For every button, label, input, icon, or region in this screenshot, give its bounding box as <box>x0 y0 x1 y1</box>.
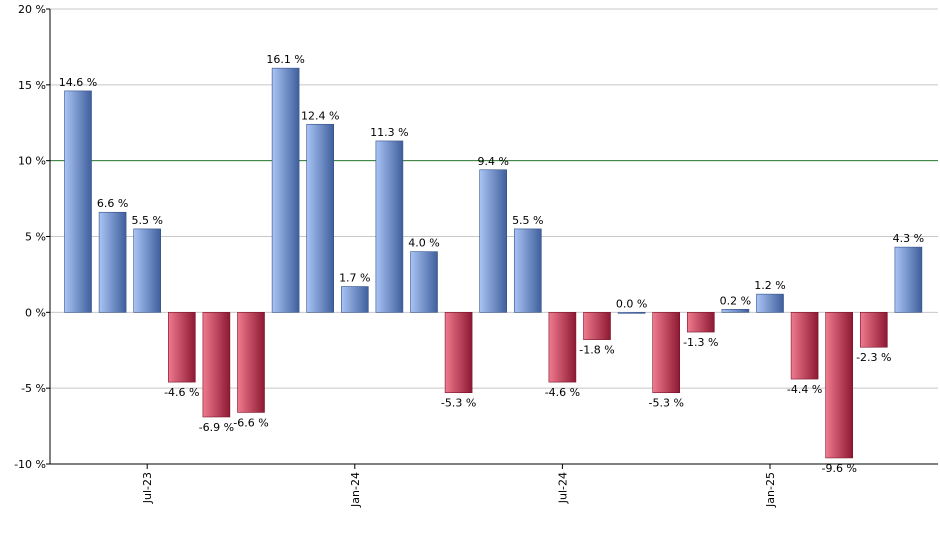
data-label: -6.9 % <box>199 421 234 434</box>
bar <box>306 123 335 313</box>
y-tick-label: -10 % <box>14 458 46 471</box>
data-label: 16.1 % <box>266 53 304 66</box>
y-tick-label: -5 % <box>21 382 46 395</box>
data-label: -4.6 % <box>545 386 580 399</box>
bar <box>790 312 819 380</box>
bar <box>64 90 92 313</box>
bar <box>721 308 750 313</box>
bar <box>756 293 784 313</box>
data-label: -2.3 % <box>856 351 891 364</box>
data-label: 0.0 % <box>616 297 647 310</box>
data-labels: 14.6 %6.6 %5.5 %-4.6 %-6.9 % -6.6 %16.1 %… <box>59 53 924 475</box>
data-label: 11.3 % <box>370 126 408 139</box>
data-label: -1.3 % <box>683 336 718 349</box>
y-tick-label: 5 % <box>25 231 46 244</box>
bar <box>237 312 265 413</box>
data-label: -4.6 % <box>164 386 199 399</box>
data-label: 5.5 % <box>512 214 543 227</box>
bar <box>548 312 577 383</box>
bar <box>168 312 196 383</box>
data-label: 14.6 % <box>59 76 97 89</box>
bar <box>479 169 508 313</box>
bar <box>894 246 923 313</box>
x-tick-label: Jul-24 <box>556 472 569 504</box>
data-label: 9.4 % <box>477 155 508 168</box>
data-label: 0.2 % <box>720 294 751 307</box>
data-label: -9.6 % <box>821 462 856 475</box>
bar <box>686 312 715 333</box>
data-label: -1.8 % <box>579 344 614 357</box>
bars <box>64 67 923 459</box>
y-tick-label: 20 % <box>18 3 46 16</box>
bar <box>98 211 127 313</box>
data-label: 12.4 % <box>301 109 339 122</box>
x-tick-label: Jan-25 <box>764 472 777 508</box>
data-label: -4.4 % <box>787 383 822 396</box>
data-label: 1.2 % <box>754 279 785 292</box>
y-tick-label: 10 % <box>18 155 46 168</box>
data-label: 4.0 % <box>408 237 439 250</box>
bar <box>652 312 681 394</box>
bar <box>340 286 369 313</box>
bar <box>271 67 300 313</box>
bar <box>859 312 888 348</box>
bar <box>583 312 611 340</box>
bar <box>513 228 542 313</box>
y-tick-label: 0 % <box>25 306 46 319</box>
bar <box>617 312 646 314</box>
bar <box>133 228 161 313</box>
data-label: 1.7 % <box>339 272 370 285</box>
x-tick-label: Jan-24 <box>349 472 362 508</box>
bar <box>375 140 404 313</box>
data-label: 5.5 % <box>131 214 162 227</box>
data-label: 4.3 % <box>893 232 924 245</box>
y-tick-label: 15 % <box>18 79 46 92</box>
bar <box>825 312 854 459</box>
data-label: -5.3 % <box>648 397 683 410</box>
data-label: 6.6 % <box>97 197 128 210</box>
bar <box>444 312 473 394</box>
x-tick-label: Jul-23 <box>141 472 154 504</box>
axes: -10 % -5 % 0 % 5 % 10 % 15 % 20 % Jul-23 Jan-24 J… <box>14 3 938 508</box>
data-label: -6.6 % <box>233 416 268 429</box>
bar <box>202 312 231 418</box>
bar <box>410 251 438 313</box>
data-label: -5.3 % <box>441 397 476 410</box>
